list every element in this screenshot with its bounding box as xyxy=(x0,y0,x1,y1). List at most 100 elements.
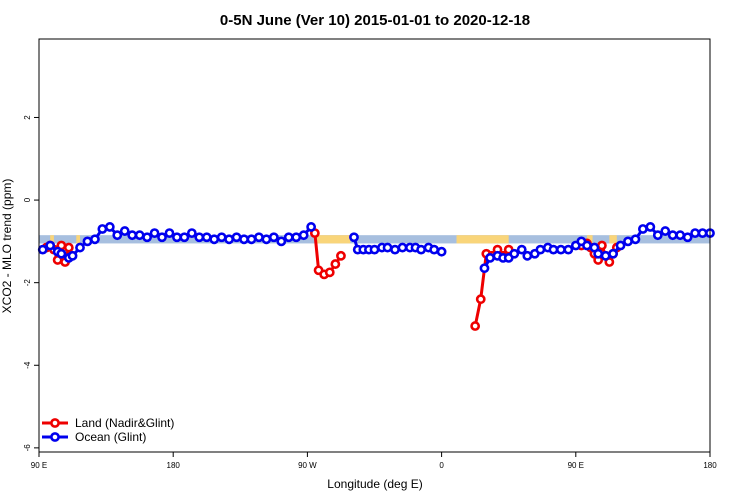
x-tick-label: 180 xyxy=(167,461,181,470)
data-point xyxy=(608,248,618,259)
data-point xyxy=(535,244,546,255)
data-point xyxy=(127,230,138,241)
data-point xyxy=(90,234,100,245)
data-point xyxy=(63,242,74,253)
y-axis-label: XCO2 - MLO trend (ppm) xyxy=(0,179,14,314)
data-point xyxy=(201,232,212,243)
data-point xyxy=(336,250,346,261)
data-point xyxy=(216,232,227,243)
land-band-segment xyxy=(314,235,351,244)
data-point xyxy=(239,234,249,245)
data-point xyxy=(475,294,486,305)
x-axis: 90 E 180 90 W 0 90 E 180 xyxy=(31,452,717,470)
data-point xyxy=(119,226,130,236)
y-tick-label: -4 xyxy=(23,361,32,369)
data-point xyxy=(479,263,490,274)
land-band-segment xyxy=(586,235,593,244)
data-point xyxy=(45,240,56,251)
land-band-segment xyxy=(76,235,81,244)
data-point xyxy=(75,242,85,253)
data-point xyxy=(246,234,257,245)
data-point xyxy=(667,230,678,241)
data-point xyxy=(194,232,205,243)
data-point xyxy=(697,228,708,239)
legend-label: Ocean (Glint) xyxy=(75,430,146,444)
data-point xyxy=(600,250,611,261)
data-point xyxy=(470,321,481,331)
data-point xyxy=(179,232,190,243)
x-tick-label: 180 xyxy=(703,461,717,470)
data-point xyxy=(104,222,115,232)
data-point xyxy=(291,232,302,243)
land-band-segment xyxy=(456,235,509,244)
data-point xyxy=(112,230,123,241)
data-point xyxy=(660,226,671,236)
data-point xyxy=(261,234,272,245)
x-axis-label: Longitude (deg E) xyxy=(327,477,422,491)
land-band-segment xyxy=(50,235,54,244)
data-point xyxy=(134,230,145,241)
x-tick-label: 90 W xyxy=(298,461,317,470)
data-point xyxy=(283,232,294,243)
data-point xyxy=(645,222,656,232)
y-tick-label: 2 xyxy=(23,115,32,120)
data-point xyxy=(164,228,175,239)
data-point xyxy=(324,267,335,278)
data-point xyxy=(37,244,48,255)
reference-band xyxy=(39,235,710,244)
data-point xyxy=(172,232,182,243)
data-point xyxy=(485,252,495,263)
legend: Land (Nadir&Glint)Ocean (Glint) xyxy=(42,416,174,444)
data-point xyxy=(306,222,317,232)
data-point xyxy=(369,244,380,255)
data-point xyxy=(555,244,566,255)
data-point xyxy=(675,230,686,241)
data-point xyxy=(186,228,197,239)
x-tick-label: 0 xyxy=(439,461,444,470)
data-point xyxy=(254,232,264,243)
y-tick-label: -2 xyxy=(23,279,32,287)
data-point xyxy=(56,248,67,259)
data-point xyxy=(682,232,693,243)
y-tick-label: -6 xyxy=(23,444,32,452)
data-point xyxy=(349,232,359,243)
data-point xyxy=(67,250,78,261)
data-point xyxy=(615,240,626,251)
data-point xyxy=(596,240,607,251)
data-point xyxy=(209,234,220,245)
x-tick-label: 90 E xyxy=(568,461,584,470)
y-tick-label: 0 xyxy=(23,197,32,202)
data-point xyxy=(429,244,440,255)
data-point xyxy=(522,250,533,261)
data-point xyxy=(509,248,520,259)
chart-title: 0-5N June (Ver 10) 2015-01-01 to 2020-12… xyxy=(220,12,530,29)
plot-area xyxy=(37,222,715,331)
data-point xyxy=(142,232,153,243)
data-point xyxy=(149,228,160,239)
data-point xyxy=(652,230,663,241)
data-point xyxy=(563,244,574,255)
data-point xyxy=(630,234,641,245)
data-point xyxy=(268,232,279,243)
series-ocean xyxy=(37,222,715,274)
data-point xyxy=(593,248,604,259)
data-point xyxy=(390,244,400,255)
legend-marker xyxy=(50,432,60,442)
legend-marker xyxy=(50,418,60,428)
series-land xyxy=(41,228,622,331)
x-tick-label: 90 E xyxy=(31,461,47,470)
data-point xyxy=(582,240,592,251)
data-point xyxy=(157,232,167,243)
data-point xyxy=(548,244,559,255)
data-point xyxy=(82,236,93,247)
data-point xyxy=(231,232,242,243)
data-point xyxy=(224,234,235,245)
legend-label: Land (Nadir&Glint) xyxy=(75,416,174,430)
data-point xyxy=(638,224,648,234)
data-point xyxy=(330,259,341,269)
data-point xyxy=(97,224,108,234)
data-point xyxy=(298,230,309,241)
data-point xyxy=(436,246,447,257)
data-point xyxy=(516,244,527,255)
